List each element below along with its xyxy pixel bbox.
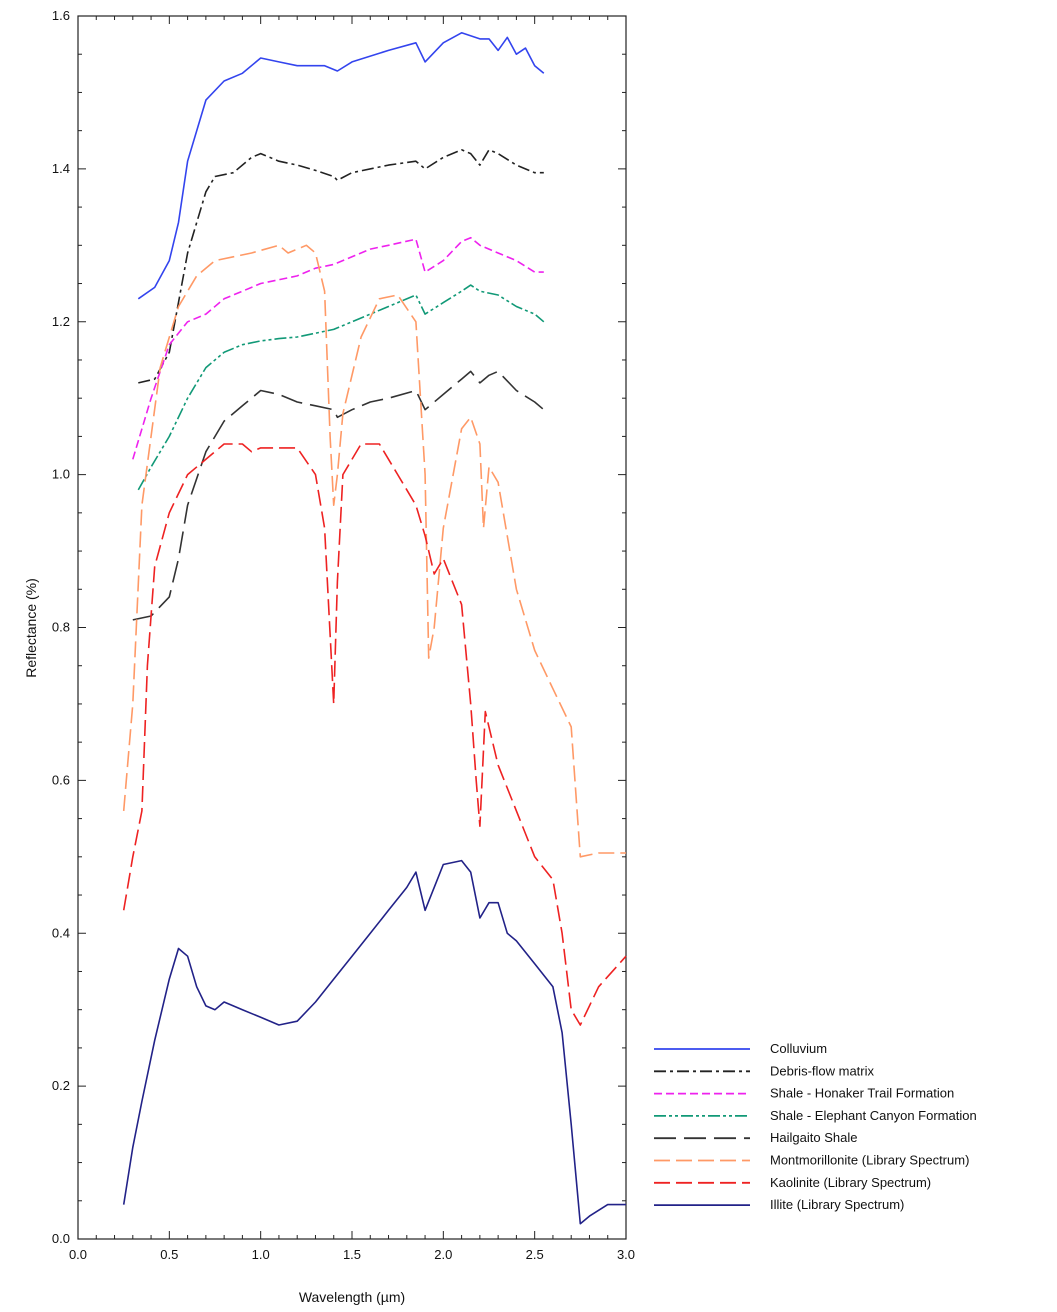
y-tick-label: 0.6 xyxy=(52,772,70,787)
series-line-1 xyxy=(137,31,545,300)
x-tick-label: 2.0 xyxy=(434,1247,452,1262)
legend-label: Debris-flow matrix xyxy=(770,1063,875,1078)
series-layer xyxy=(122,31,627,1225)
legend-label: Kaolinite (Library Spectrum) xyxy=(770,1175,931,1190)
series-line-4 xyxy=(137,284,545,491)
x-tick-label: 0.5 xyxy=(160,1247,178,1262)
x-tick-label: 1.0 xyxy=(252,1247,270,1262)
legend-label: Montmorillonite (Library Spectrum) xyxy=(770,1153,969,1168)
y-tick-label: 0.8 xyxy=(52,620,70,635)
y-tick-label: 0.0 xyxy=(52,1231,70,1246)
x-axis: 0.0 0.5 1.0 1.5 2.0 2.5 3.0 xyxy=(69,16,635,1262)
y-tick-label: 1.2 xyxy=(52,314,70,329)
series-line-6 xyxy=(122,244,626,858)
y-tick-label: 1.0 xyxy=(52,467,70,482)
x-tick-label: 1.5 xyxy=(343,1247,361,1262)
y-tick-label: 0.2 xyxy=(52,1078,70,1093)
y-axis: 0.0 0.2 0.4 0.6 0.8 1.0 1.2 1.4 1.6 xyxy=(52,8,626,1246)
legend-label: Illite (Library Spectrum) xyxy=(770,1197,904,1212)
y-tick-label: 1.4 xyxy=(52,161,70,176)
legend-label: Shale - Elephant Canyon Formation xyxy=(770,1108,977,1123)
x-tick-label: 3.0 xyxy=(617,1247,635,1262)
series-line-5 xyxy=(132,370,545,621)
legend: Colluvium Debris-flow matrix Shale - Honak… xyxy=(654,1041,977,1212)
series-line-2 xyxy=(138,149,544,384)
series-line-3 xyxy=(132,236,544,460)
y-tick-label: 1.6 xyxy=(52,8,70,23)
x-tick-label: 2.5 xyxy=(526,1247,544,1262)
legend-label: Shale - Honaker Trail Formation xyxy=(770,1086,954,1101)
plot-frame xyxy=(77,15,627,1240)
x-axis-title: Wavelength (µm) xyxy=(299,1289,405,1305)
legend-label: Hailgaito Shale xyxy=(770,1130,857,1145)
x-tick-label: 0.0 xyxy=(69,1247,87,1262)
y-axis-title: Reflectance (%) xyxy=(23,578,39,678)
legend-label: Colluvium xyxy=(770,1041,827,1056)
y-tick-label: 0.4 xyxy=(52,925,70,940)
series-line-8 xyxy=(122,859,626,1225)
series-line-7 xyxy=(122,443,627,1026)
